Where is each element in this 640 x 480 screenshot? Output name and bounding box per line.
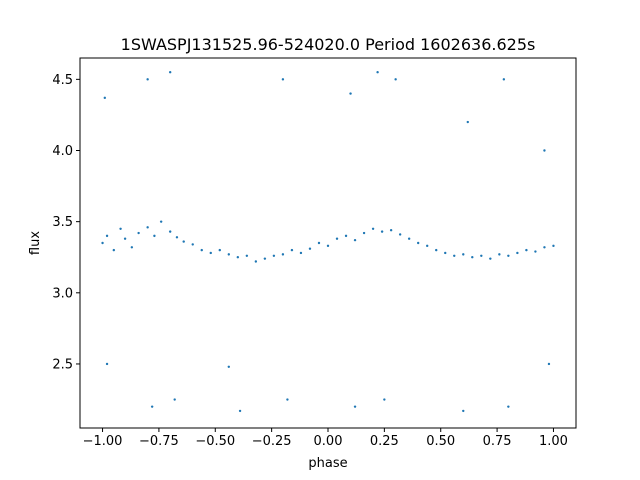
data-point bbox=[453, 254, 456, 258]
data-point bbox=[389, 228, 393, 232]
data-point bbox=[173, 398, 176, 401]
x-tick-label: −0.75 bbox=[139, 434, 179, 449]
x-tick-label: 1.00 bbox=[539, 434, 568, 449]
data-point bbox=[103, 96, 107, 100]
data-point bbox=[281, 78, 285, 81]
data-point bbox=[150, 405, 154, 408]
data-point bbox=[254, 260, 258, 263]
data-point bbox=[489, 257, 492, 260]
data-point bbox=[543, 246, 546, 249]
data-point bbox=[466, 120, 469, 124]
data-point bbox=[353, 238, 357, 242]
data-point bbox=[286, 398, 289, 401]
chart-title: 1SWASPJ131525.96-524020.0 Period 1602636… bbox=[121, 35, 536, 54]
data-point bbox=[317, 241, 321, 245]
data-point bbox=[153, 234, 156, 238]
data-point bbox=[245, 254, 249, 258]
data-point bbox=[502, 78, 506, 81]
data-point bbox=[380, 230, 384, 233]
data-point bbox=[426, 244, 429, 248]
data-point bbox=[552, 244, 555, 248]
data-point bbox=[394, 78, 397, 81]
data-point bbox=[547, 362, 551, 366]
data-point bbox=[272, 254, 276, 258]
data-point bbox=[218, 248, 221, 252]
y-tick-label: 2.5 bbox=[52, 357, 73, 372]
data-point bbox=[335, 237, 339, 240]
x-tick-label: 0.25 bbox=[370, 434, 399, 449]
data-point bbox=[525, 248, 528, 252]
data-point bbox=[137, 231, 140, 235]
data-point bbox=[227, 253, 230, 256]
y-tick-label: 3.5 bbox=[52, 215, 73, 230]
data-point bbox=[507, 254, 510, 258]
data-point bbox=[290, 248, 294, 252]
x-tick-label: 0.75 bbox=[483, 434, 512, 449]
data-point bbox=[130, 246, 134, 249]
data-point bbox=[507, 405, 510, 408]
data-point bbox=[168, 71, 172, 74]
data-point bbox=[371, 227, 375, 230]
x-axis-label: phase bbox=[308, 456, 347, 471]
data-point bbox=[362, 231, 366, 235]
data-point bbox=[498, 253, 501, 256]
data-point bbox=[146, 226, 149, 229]
data-point bbox=[105, 362, 109, 366]
data-point bbox=[101, 241, 104, 245]
data-point bbox=[462, 409, 465, 413]
data-point bbox=[349, 92, 352, 95]
data-point bbox=[236, 256, 240, 259]
data-point bbox=[112, 248, 116, 252]
data-point bbox=[182, 240, 185, 243]
data-point bbox=[435, 248, 438, 252]
data-point bbox=[398, 233, 402, 236]
x-axis-ticks: −1.00 −0.75 −0.50 −0.25 0.00 0.25 0.50 0.75 1.00 bbox=[83, 428, 568, 449]
y-axis-ticks: 2.5 3.0 3.5 4.0 4.5 bbox=[52, 73, 80, 372]
data-point bbox=[263, 257, 267, 260]
x-tick-label: 0.50 bbox=[426, 434, 455, 449]
data-point bbox=[146, 78, 149, 81]
x-tick-label: −1.00 bbox=[83, 434, 123, 449]
y-tick-label: 4.5 bbox=[52, 73, 73, 88]
data-point bbox=[168, 230, 172, 233]
data-point bbox=[227, 365, 230, 369]
data-point bbox=[238, 409, 242, 413]
data-point bbox=[353, 405, 357, 408]
data-point bbox=[209, 251, 212, 255]
data-point bbox=[326, 244, 330, 248]
data-point bbox=[175, 236, 179, 239]
data-point bbox=[444, 251, 447, 255]
data-point bbox=[299, 251, 303, 255]
data-point bbox=[344, 234, 348, 238]
y-axis-label: flux bbox=[28, 231, 43, 255]
data-point bbox=[191, 243, 194, 246]
data-point bbox=[462, 253, 465, 256]
data-point bbox=[471, 256, 474, 259]
data-point bbox=[376, 71, 379, 74]
x-tick-label: −0.25 bbox=[252, 434, 292, 449]
data-point bbox=[308, 247, 312, 250]
data-point bbox=[200, 248, 203, 252]
plot-points bbox=[101, 71, 555, 413]
data-point bbox=[159, 220, 163, 223]
data-point bbox=[123, 237, 127, 240]
data-point bbox=[534, 250, 537, 253]
data-point bbox=[119, 227, 122, 230]
x-tick-label: 0.00 bbox=[314, 434, 343, 449]
data-point bbox=[516, 251, 519, 255]
data-point bbox=[543, 149, 546, 152]
data-point bbox=[416, 241, 420, 245]
x-tick-label: −0.50 bbox=[195, 434, 235, 449]
data-point bbox=[407, 237, 411, 240]
data-point bbox=[383, 398, 386, 401]
y-tick-label: 4.0 bbox=[52, 144, 73, 159]
data-point bbox=[480, 254, 483, 258]
data-point bbox=[281, 253, 285, 256]
y-tick-label: 3.0 bbox=[52, 286, 73, 301]
data-point bbox=[105, 234, 109, 238]
